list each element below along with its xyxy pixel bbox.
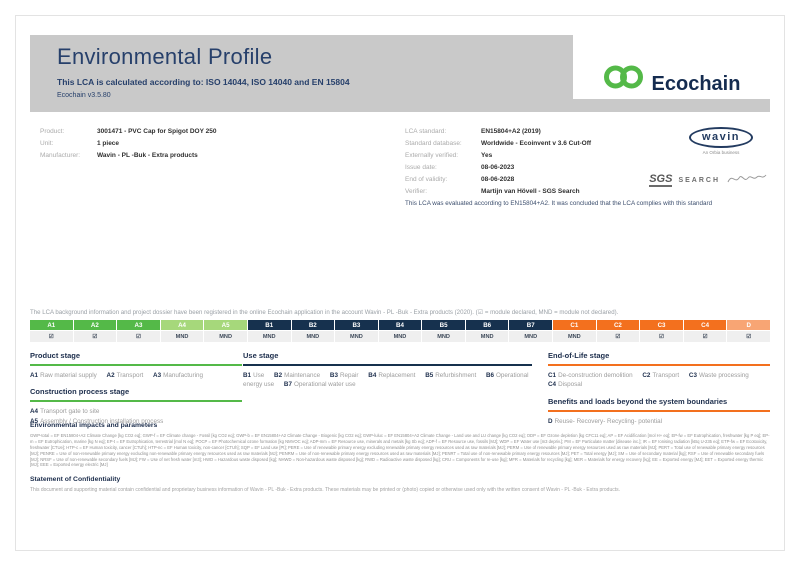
module-col-b7: B7 bbox=[509, 320, 553, 330]
lca-info: LCA standard: EN15804+A2 (2019) Standard… bbox=[405, 127, 591, 196]
standard-database-value: Worldwide - Ecoinvent v 3.6 Cut-Off bbox=[481, 139, 592, 147]
module-status-a5: MND bbox=[204, 331, 247, 342]
module-col-b6: B6 bbox=[465, 320, 509, 330]
module-status-b7: MND bbox=[509, 331, 553, 342]
legend-column-eol: End-of-Life stage C1 De-construction demo… bbox=[548, 351, 770, 426]
construction-stage-title: Construction process stage bbox=[30, 387, 242, 403]
legend-column-use: Use stage B1 Use B2 Maintenance B3 Repair B… bbox=[243, 351, 532, 390]
verifier-signature-icon bbox=[726, 171, 768, 189]
ecochain-wordmark: Ecochain bbox=[651, 73, 741, 95]
module-status-a1: ☑ bbox=[30, 331, 73, 342]
module-col-d: D bbox=[727, 320, 770, 330]
issue-date-label: Issue date: bbox=[405, 163, 437, 171]
module-col-a3: A3 bbox=[117, 320, 160, 330]
module-col-a4: A4 bbox=[160, 320, 204, 330]
software-version: Ecochain v3.5.80 bbox=[57, 92, 111, 99]
module-status-c4: ☑ bbox=[683, 331, 727, 342]
confidentiality-text: This document and supporting material co… bbox=[30, 487, 621, 493]
benefits-title: Benefits and loads beyond the system bou… bbox=[548, 397, 770, 412]
module-status-b1: MND bbox=[247, 331, 291, 342]
ecochain-logo: Ecochain bbox=[573, 35, 770, 99]
module-col-b4: B4 bbox=[378, 320, 422, 330]
module-status-a2: ☑ bbox=[73, 331, 117, 342]
lca-standard-label: LCA standard: bbox=[405, 128, 447, 135]
header-banner: Environmental Profile This LCA is calcul… bbox=[30, 35, 770, 112]
module-status-a3: ☑ bbox=[117, 331, 160, 342]
module-col-b2: B2 bbox=[291, 320, 335, 330]
module-col-c3: C3 bbox=[640, 320, 683, 330]
module-status-a4: MND bbox=[160, 331, 204, 342]
module-status-b6: MND bbox=[465, 331, 509, 342]
module-col-c2: C2 bbox=[596, 320, 640, 330]
module-col-a5: A5 bbox=[204, 320, 247, 330]
module-table: A1 A2 A3 A4 A5 B1 B2 B3 B4 B5 B6 B7 C1 C… bbox=[30, 320, 770, 342]
eol-stage-items: C1 De-construction demolition C2 Transport… bbox=[548, 372, 749, 389]
ecochain-rings-icon bbox=[603, 64, 645, 94]
module-status-b2: MND bbox=[291, 331, 335, 342]
end-of-validity-value: 08-06-2028 bbox=[481, 175, 515, 183]
standard-database-label: Standard database: bbox=[405, 139, 462, 147]
lca-standard-value: EN15804+A2 (2019) bbox=[481, 128, 541, 135]
module-col-a2: A2 bbox=[73, 320, 117, 330]
issue-date-value: 08-06-2023 bbox=[481, 163, 515, 171]
unit-value: 1 piece bbox=[97, 139, 120, 147]
benefits-items: D Reuse- Recovery- Recycling- potential bbox=[548, 417, 663, 425]
wavin-tagline: An Orbia business bbox=[702, 150, 740, 155]
verifier-value: Martijn van Hövell - SGS Search bbox=[481, 187, 580, 195]
module-status-d: ☑ bbox=[727, 331, 770, 342]
impacts-definitions: GWP-total = EF EN15804+A2 Climate Change… bbox=[30, 433, 770, 468]
module-col-b1: B1 bbox=[247, 320, 291, 330]
product-stage-title: Product stage bbox=[30, 351, 242, 366]
product-stage-items: A1 Raw material supply A2 Transport A3 Manu… bbox=[30, 372, 204, 379]
manufacturer-label: Manufacturer: bbox=[40, 151, 81, 159]
sgs-search-wordmark: SEARCH bbox=[678, 176, 720, 184]
product-info: Product: 3001471 - PVC Cap for Spigot DO… bbox=[40, 127, 216, 160]
product-label: Product: bbox=[40, 128, 65, 135]
eol-stage-title: End-of-Life stage bbox=[548, 351, 770, 366]
module-col-c1: C1 bbox=[553, 320, 596, 330]
product-value: 3001471 - PVC Cap for Spigot DOY 250 bbox=[97, 128, 217, 135]
legend-column-product: Product stage A1 Raw material supply A2 Tr… bbox=[30, 351, 242, 426]
module-status-c1: MND bbox=[553, 331, 596, 342]
manufacturer-value: Wavin - PL -Buk - Extra products bbox=[97, 151, 198, 159]
module-status-c3: ☑ bbox=[640, 331, 683, 342]
sgs-search-logo: SGS SEARCH bbox=[649, 171, 768, 189]
registration-note: The LCA background information and proje… bbox=[30, 309, 619, 316]
impacts-section: Environmental impacts and parameters GWP… bbox=[30, 422, 770, 468]
confidentiality-section: Statement of Confidentiality This docume… bbox=[30, 476, 775, 493]
confidentiality-title: Statement of Confidentiality bbox=[30, 476, 121, 483]
module-col-b5: B5 bbox=[422, 320, 465, 330]
module-col-b3: B3 bbox=[335, 320, 378, 330]
info-section: Product: 3001471 - PVC Cap for Spigot DO… bbox=[30, 127, 770, 217]
module-col-a1: A1 bbox=[30, 320, 73, 330]
module-status-b5: MND bbox=[422, 331, 465, 342]
module-status-b4: MND bbox=[378, 331, 422, 342]
use-stage-title: Use stage bbox=[243, 351, 532, 366]
sgs-wordmark: SGS bbox=[649, 173, 673, 188]
evaluation-note: This LCA was evaluated according to EN15… bbox=[405, 200, 713, 207]
externally-verified-label: Externally verified: bbox=[405, 151, 459, 159]
use-stage-items: B1 Use B2 Maintenance B3 Repair B4 Replaceme… bbox=[243, 372, 529, 389]
module-status-b3: MND bbox=[335, 331, 378, 342]
verifier-label: Verifier: bbox=[405, 187, 428, 195]
end-of-validity-label: End of validity: bbox=[405, 175, 448, 183]
module-table-status-row: ☑ ☑ ☑ MND MND MND MND MND MND MND MND MN… bbox=[30, 331, 770, 342]
module-table-header-row: A1 A2 A3 A4 A5 B1 B2 B3 B4 B5 B6 B7 C1 C… bbox=[30, 320, 770, 330]
impacts-title: Environmental impacts and parameters bbox=[30, 422, 158, 429]
module-status-c2: ☑ bbox=[596, 331, 640, 342]
externally-verified-value: Yes bbox=[481, 151, 493, 159]
lca-standard-subtitle: This LCA is calculated according to: ISO… bbox=[57, 77, 350, 87]
construction-stage-items: A4 Transport gate to site A5 Assembly / Co… bbox=[30, 408, 164, 425]
wavin-wordmark: wavin bbox=[688, 127, 754, 148]
page-title: Environmental Profile bbox=[57, 44, 273, 69]
wavin-logo: wavin An Orbia business bbox=[676, 127, 766, 155]
unit-label: Unit: bbox=[40, 139, 54, 147]
module-col-c4: C4 bbox=[683, 320, 727, 330]
